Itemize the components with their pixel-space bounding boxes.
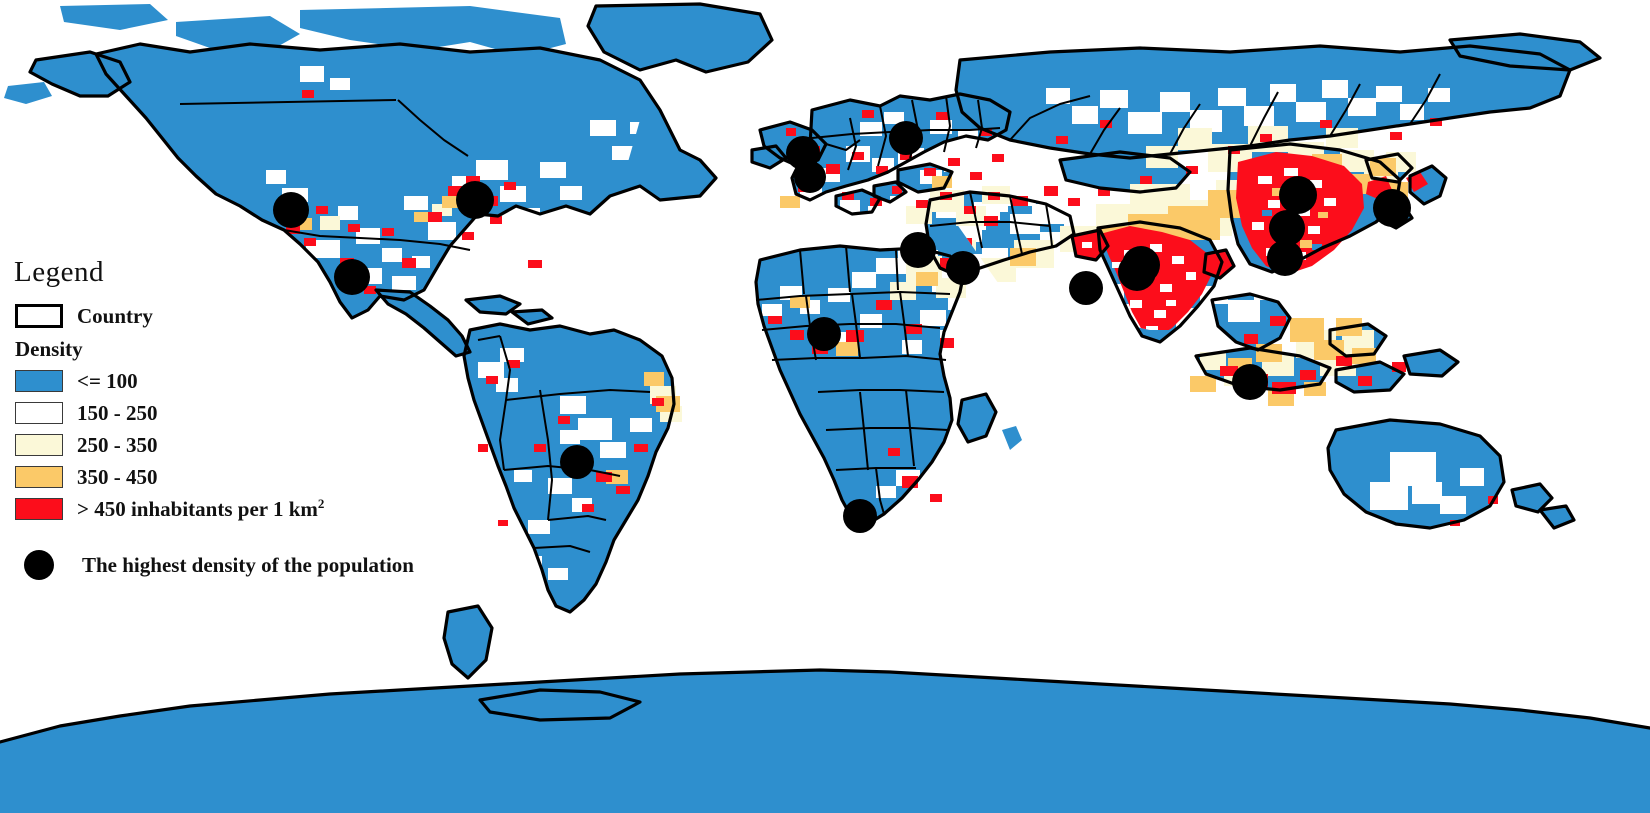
legend-label-density-1: 150 - 250 [77, 400, 158, 425]
density-class-350-450-layer [294, 154, 1408, 484]
hotspot-dot-cairo [900, 232, 936, 268]
legend-panel: Legend Country Density <= 100 150 - 250 25… [14, 258, 444, 588]
legend-label-density-4: > 450 inhabitants per 1 km2 [77, 496, 325, 521]
legend-label-superscript: 2 [317, 496, 325, 511]
legend-label-country: Country [77, 303, 153, 328]
hotspot-dot-tokyo [1373, 189, 1411, 227]
legend-title: Legend [14, 256, 104, 288]
density-swatch-0 [15, 370, 63, 392]
hotspot-dot-shanghai [1269, 210, 1305, 246]
legend-label-density-0: <= 100 [77, 368, 138, 393]
hotspot-dot-mexico-city [334, 259, 370, 295]
country-outline-swatch [15, 304, 63, 328]
hotspot-dot-guangzhou [1267, 240, 1303, 276]
legend-label-density-3: 350 - 450 [77, 464, 158, 489]
hotspot-dot-cape-town [843, 499, 877, 533]
density-class-150-250-layer-au [1370, 452, 1484, 514]
hotspot-dot-los-angeles [273, 192, 309, 228]
density-swatch-4 [15, 498, 63, 520]
hotspot-dot-kolkata [1069, 271, 1103, 305]
hotspot-dot-beijing [1279, 176, 1317, 214]
density-swatch-3 [15, 466, 63, 488]
hotspot-dot-sao-paulo [560, 445, 594, 479]
density-swatch-2 [15, 434, 63, 456]
hotspot-dot-jakarta [1232, 364, 1268, 400]
hotspot-dot-layer [273, 121, 1411, 533]
legend-label-density-2: 250 - 350 [77, 432, 158, 457]
hotspot-dot-moscow [889, 121, 923, 155]
hotspot-dot-paris [794, 161, 826, 193]
hotspot-dot-riyadh [946, 251, 980, 285]
hotspot-dot-lagos [807, 317, 841, 351]
legend-label-hotspot: The highest density of the population [82, 552, 414, 577]
hotspot-dot-mumbai [1118, 253, 1156, 291]
legend-row-density-4: > 450 inhabitants per 1 km2 [14, 494, 444, 524]
legend-row-density-2: 250 - 350 [14, 430, 444, 460]
legend-density-rows: <= 100 150 - 250 250 - 350 350 - 450 > 450 i… [14, 366, 444, 524]
legend-row-density-0: <= 100 [14, 366, 444, 396]
legend-row-hotspot: The highest density of the population [14, 542, 444, 588]
density-swatch-1 [15, 402, 63, 424]
hotspot-dot-new-york [456, 181, 494, 219]
legend-row-density-1: 150 - 250 [14, 398, 444, 428]
legend-density-heading: Density [15, 337, 83, 361]
landmass-base-layer [0, 4, 1650, 813]
legend-row-country: Country [14, 301, 444, 331]
hotspot-dot-icon [24, 550, 54, 580]
legend-row-density-3: 350 - 450 [14, 462, 444, 492]
